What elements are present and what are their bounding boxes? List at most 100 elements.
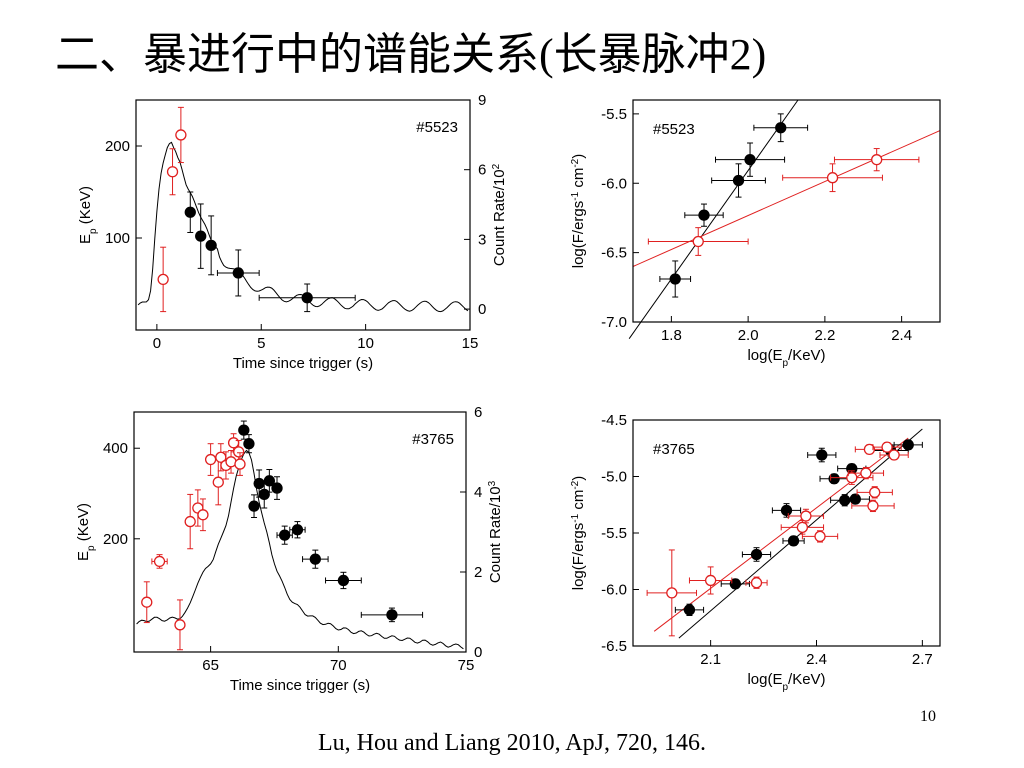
open-data-point: [157, 246, 169, 313]
filled-data-point: [243, 434, 255, 454]
x-tick-label: 15: [462, 335, 479, 352]
marker: [750, 548, 763, 561]
y-tick-label: -4.5: [601, 412, 627, 429]
marker: [232, 267, 244, 279]
x-tick-label: 2.4: [891, 327, 912, 344]
marker: [826, 172, 839, 184]
y2-tick-label: 0: [474, 644, 482, 661]
y2-tick-label: 9: [478, 92, 486, 109]
x-tick-label: 0: [153, 335, 161, 352]
y2-tick-label: 4: [474, 484, 482, 501]
marker: [704, 574, 717, 587]
marker: [750, 577, 763, 589]
y-tick-label: 200: [103, 531, 128, 548]
open-data-point: [204, 443, 217, 476]
filled-data-point: [325, 571, 362, 590]
filled-data-point: [753, 113, 809, 143]
x-tick-label: 2.2: [814, 327, 835, 344]
fit-line-black: [628, 99, 799, 339]
y-tick-label: -5.5: [601, 525, 627, 542]
open-data-point: [851, 499, 895, 513]
marker: [153, 555, 166, 568]
open-data-point: [830, 470, 874, 485]
filled-data-point: [840, 493, 870, 505]
y-tick-label: -7.0: [601, 314, 627, 331]
marker: [780, 504, 793, 517]
marker: [744, 154, 756, 166]
marker: [258, 488, 270, 501]
marker: [692, 235, 704, 248]
fit-line-red: [653, 437, 909, 632]
marker: [337, 574, 350, 587]
open-data-point: [833, 148, 920, 172]
y-tick-label: 400: [103, 440, 128, 457]
filled-data-point: [741, 547, 772, 562]
x-axis-label: Time since trigger (s): [230, 677, 370, 694]
open-data-point: [234, 452, 246, 476]
filled-data-point: [715, 142, 786, 177]
x-axis-label: Time since trigger (s): [233, 355, 373, 372]
marker: [849, 493, 861, 505]
panel-label: #5523: [653, 121, 695, 138]
y-axis-label: log(F/ergs-1 cm-2): [570, 476, 588, 591]
marker: [698, 209, 710, 221]
open-data-point: [879, 449, 909, 461]
slide-number: 10: [920, 708, 936, 725]
y2-tick-label: 0: [478, 301, 486, 318]
x-tick-label: 70: [330, 657, 347, 674]
y-tick-label: -6.5: [601, 638, 627, 655]
marker: [775, 122, 787, 134]
open-data-point: [854, 443, 885, 456]
x-tick-label: 5: [257, 335, 265, 352]
marker: [787, 535, 800, 547]
x-tick-label: 10: [357, 335, 374, 352]
y-tick-label: 100: [105, 230, 130, 247]
marker: [828, 473, 840, 485]
marker: [291, 524, 304, 536]
chart-top-right: 1.8 2.0 2.2 2.4 -7.0 -6.5 -6.0 -5.5 log(Ep/KeV) l…: [570, 99, 941, 369]
filled-data-point: [195, 203, 207, 269]
marker: [814, 530, 826, 543]
filled-data-point: [819, 473, 849, 485]
y2-tick-label: 2: [474, 564, 482, 581]
marker: [238, 424, 250, 436]
marker: [184, 206, 196, 218]
y-tick-label: -6.0: [601, 582, 627, 599]
x-axis-label: log(Ep/KeV): [747, 671, 825, 693]
marker: [253, 477, 265, 490]
chart-bottom-right: 2.1 2.4 2.7 -6.5 -6.0 -5.5 -5.0 -4.5 log(Ep/KeV)…: [570, 412, 941, 693]
open-data-point: [184, 493, 196, 550]
filled-data-point: [216, 249, 260, 297]
marker: [175, 129, 187, 141]
marker: [271, 482, 283, 494]
filled-data-point: [258, 283, 356, 313]
filled-data-point: [271, 476, 283, 500]
filled-data-point: [659, 260, 692, 298]
marker: [732, 174, 745, 187]
filled-data-point: [302, 549, 329, 569]
open-data-point: [745, 576, 768, 589]
panel-label: #3765: [412, 431, 454, 448]
open-data-point: [801, 530, 839, 543]
marker: [871, 154, 883, 166]
marker: [184, 515, 196, 528]
y2-tick-label: 6: [478, 162, 486, 179]
y-axis-label: Ep (KeV): [75, 503, 97, 561]
filled-data-point: [205, 215, 217, 276]
marker: [263, 475, 276, 487]
marker: [227, 437, 240, 449]
marker: [666, 587, 678, 599]
filled-data-point: [684, 203, 724, 227]
marker: [869, 486, 881, 498]
marker: [301, 292, 313, 304]
x-tick-label: 75: [458, 657, 475, 674]
fit-line-red: [632, 130, 941, 267]
marker: [386, 609, 398, 621]
marker: [243, 438, 255, 450]
plot-frame: [133, 411, 467, 653]
marker: [141, 596, 153, 608]
marker: [233, 446, 245, 458]
marker: [205, 239, 217, 252]
filled-data-point: [360, 607, 424, 623]
marker: [204, 453, 217, 466]
